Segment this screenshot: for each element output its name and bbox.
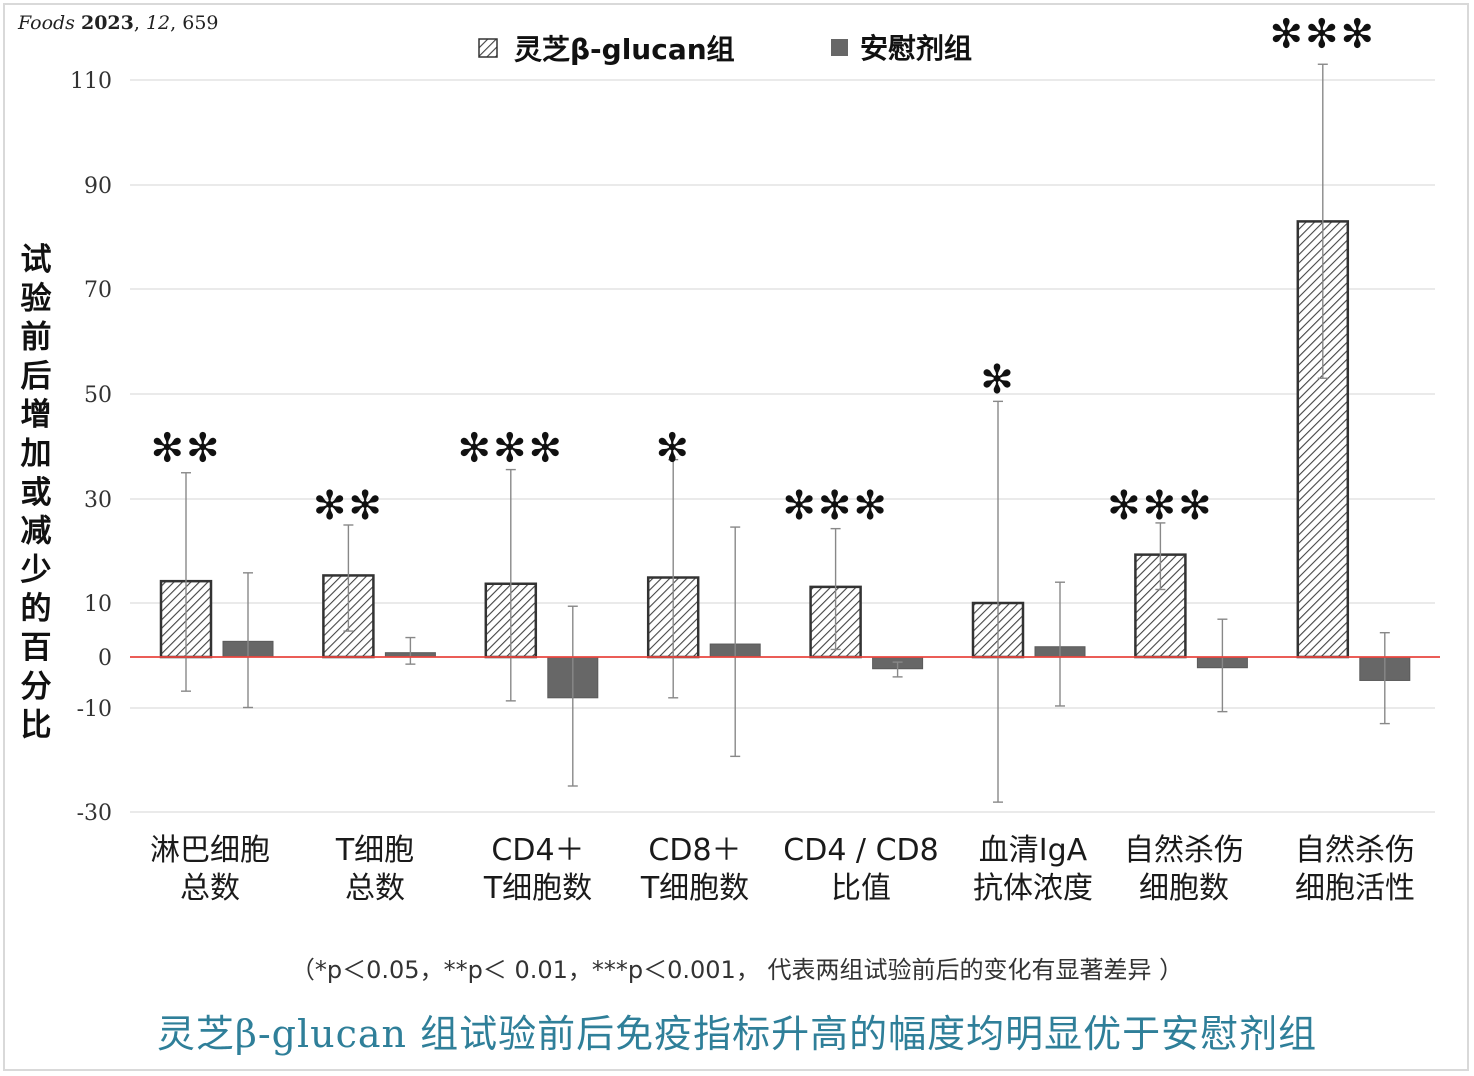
journal-year: 2023 [80,12,134,34]
y-label-char: 分 [21,669,52,705]
error-bars [181,63,1390,803]
x-category-label: 总数 [180,871,240,906]
x-category-label: T细胞数 [640,871,749,906]
y-label-char: 试 [21,242,52,278]
x-category-label: 总数 [345,871,405,906]
x-category-label: CD4＋ [491,833,584,868]
x-category-label: 自然杀伤 [1295,833,1415,868]
journal-page: 659 [182,12,219,34]
y-tick-label: 50 [84,383,112,408]
y-label-char: 验 [21,281,52,317]
x-category-label: 淋巴细胞 [150,833,270,868]
y-tick-label: 70 [84,278,112,303]
legend-label-ganoderma: 灵芝β-glucan组 [514,33,735,66]
significance-marker: ✻ [655,425,691,471]
legend-label-placebo: 安慰剂组 [860,32,972,65]
y-label-char: 的 [21,591,52,627]
x-category-label: T细胞 [335,833,414,868]
figure-border [3,3,1469,1071]
y-label-char: 加 [21,436,52,472]
y-label-char: 少 [21,552,52,588]
y-axis: 110 90 70 50 30 10 0 -10 -30 [70,69,112,826]
significance-footnote: （*p＜0.05，**p＜ 0.01，***p＜0.001， 代表两组试验前后的… [290,956,1184,984]
x-category-label: CD8＋ [648,833,741,868]
legend-swatch-placebo [831,39,848,56]
x-category-label: 血清IgA [979,833,1088,868]
x-category-label: CD4 / CD8 [783,833,938,868]
bars [159,220,1411,699]
significance-marker: ✻✻✻ [782,483,889,529]
x-category-label: 自然杀伤 [1124,833,1244,868]
legend-swatch-ganoderma [478,38,498,58]
y-label-char: 后 [21,358,52,394]
significance-marker: ✻✻✻ [1270,12,1377,58]
significance-marker: ✻✻✻ [458,425,565,471]
journal-volume: 12 [145,12,171,34]
x-category-label: T细胞数 [483,871,592,906]
y-label-char: 前 [21,320,52,356]
significance-marker: ✻✻ [150,425,221,471]
legend: 灵芝β-glucan组 安慰剂组 [478,32,972,66]
significance-marker: ✻✻✻ [1107,483,1214,529]
y-label-char: 或 [21,475,52,511]
y-label-char: 比 [21,708,52,744]
gridlines [130,79,1435,813]
y-tick-label: 90 [84,174,112,199]
y-label-char: 减 [21,514,52,550]
significance-markers: ✻✻✻✻✻✻✻ ✻✻✻✻✻✻✻✻✻✻✻ [150,12,1377,530]
y-tick-label: -10 [77,697,112,722]
y-tick-label: 30 [84,488,112,513]
x-category-label: 细胞活性 [1295,871,1415,906]
y-tick-label: 110 [70,69,112,94]
y-tick-label: 10 [84,592,112,617]
journal-name: Foods [18,12,75,34]
y-tick-label: 0 [98,646,112,671]
y-tick-label: -30 [77,801,112,826]
significance-marker: ✻ [980,357,1016,403]
y-label-char: 增 [21,397,52,433]
y-label-char: 百 [21,630,52,666]
source-citation: Foods 2023, 12, 659 [18,12,219,34]
x-category-label: 抗体浓度 [973,871,1093,906]
significance-marker: ✻✻ [313,483,384,529]
x-category-label: 细胞数 [1139,871,1229,906]
x-category-label: 比值 [831,871,891,906]
conclusion-headline: 灵芝β-glucan 组试验前后免疫指标升高的幅度均明显优于安慰剂组 [156,1012,1318,1056]
